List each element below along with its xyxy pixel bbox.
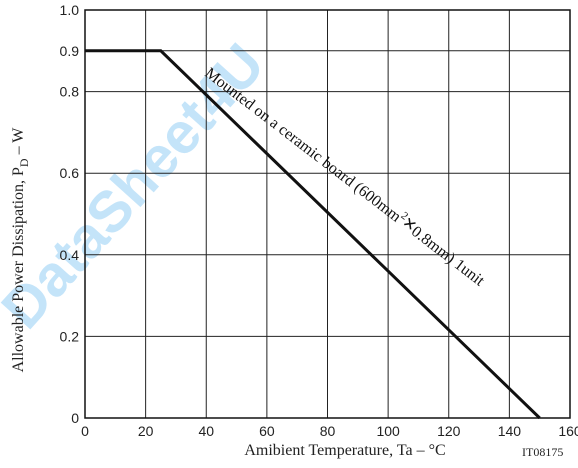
x-tick-label: 60 bbox=[259, 423, 275, 439]
y-tick-label: 0.9 bbox=[60, 43, 80, 59]
x-tick-label: 120 bbox=[437, 423, 461, 439]
plot-border bbox=[84, 9, 571, 419]
x-tick-label: 160 bbox=[558, 423, 578, 439]
x-tick-label: 80 bbox=[320, 423, 336, 439]
x-tick-label: 40 bbox=[198, 423, 214, 439]
annotation-text-2: 0.8mm) 1unit bbox=[408, 223, 488, 290]
plot-frame bbox=[84, 9, 571, 419]
x-tick-labels: 0 20 40 60 80 100 120 140 160 bbox=[81, 423, 578, 439]
y-tick-label: 0.4 bbox=[60, 247, 80, 263]
y-tick-label: 0.8 bbox=[60, 84, 80, 100]
x-tick-label: 100 bbox=[376, 423, 400, 439]
watermark: DataSheet4U bbox=[0, 32, 277, 341]
figure-code: IT08175 bbox=[522, 445, 563, 459]
y-axis-title-main: Allowable Power Dissipation, P bbox=[10, 167, 27, 372]
x-axis-title: Amibient Temperature, Ta – °C bbox=[244, 442, 445, 459]
watermark-text: DataSheet4U bbox=[0, 32, 277, 341]
x-tick-label: 140 bbox=[498, 423, 522, 439]
y-tick-labels: 0 0.2 0.4 0.6 0.8 0.9 1.0 bbox=[60, 2, 80, 426]
series bbox=[85, 49, 541, 420]
y-tick-label: 0.6 bbox=[60, 165, 80, 181]
y-axis-title: Allowable Power Dissipation, PD – W bbox=[10, 127, 31, 373]
y-tick-label: 1.0 bbox=[60, 2, 80, 18]
y-axis-title-subscript: D bbox=[17, 158, 31, 167]
derating-line bbox=[85, 49, 541, 420]
x-tick-label: 0 bbox=[81, 423, 89, 439]
annotation-text-1: Mounted on a ceramic board (600mm bbox=[202, 65, 405, 226]
x-tick-label: 20 bbox=[138, 423, 154, 439]
annotation-superscript: 2 bbox=[399, 210, 411, 223]
y-tick-label: 0 bbox=[71, 410, 79, 426]
y-tick-label: 0.2 bbox=[60, 328, 80, 344]
y-axis-title-tail: – W bbox=[10, 127, 27, 159]
